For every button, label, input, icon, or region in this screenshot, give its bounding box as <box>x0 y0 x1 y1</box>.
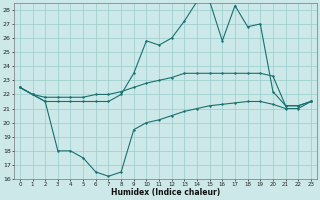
X-axis label: Humidex (Indice chaleur): Humidex (Indice chaleur) <box>111 188 220 197</box>
